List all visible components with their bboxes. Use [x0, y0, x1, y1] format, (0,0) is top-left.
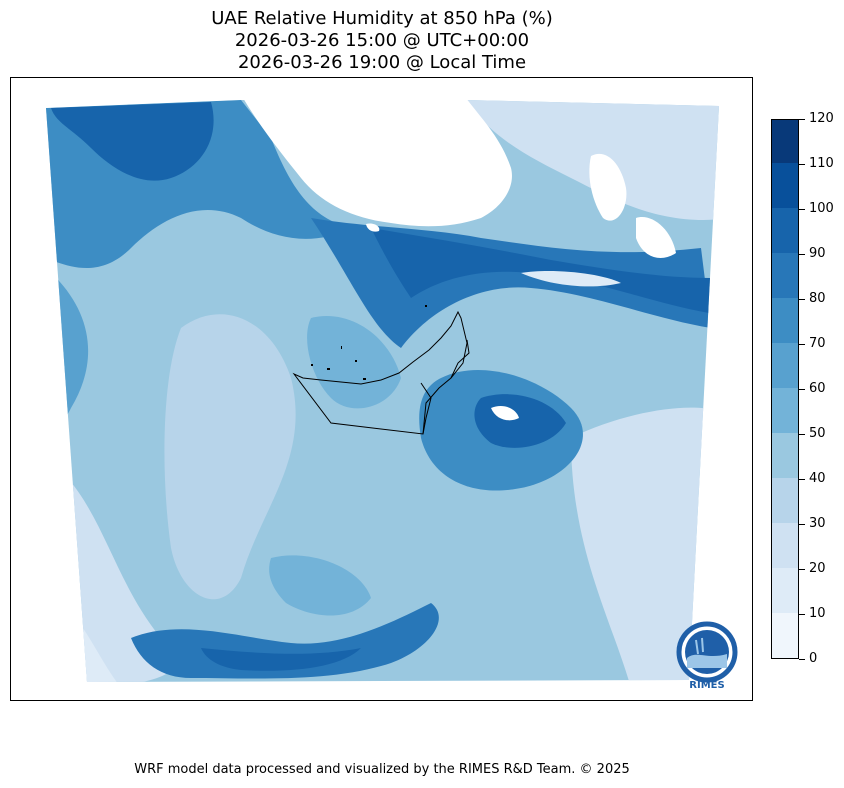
colorbar-segment [772, 433, 798, 478]
contour-dry-streak [521, 271, 621, 287]
chart-title-utc-time: 2026-03-26 15:00 @ UTC+00:00 [234, 30, 530, 51]
map-panel [10, 77, 753, 701]
colorbar-tick-label: 40 [809, 471, 826, 486]
no-data-patch-3 [491, 406, 519, 421]
colorbar-tick-label: 10 [809, 606, 826, 621]
colorbar-tick-label: 60 [809, 381, 826, 396]
contour-mid-central [307, 316, 401, 409]
chart-title-line1: UAE Relative Humidity at 850 hPa (%) [211, 8, 553, 29]
colorbar-tick [799, 569, 805, 570]
colorbar-tick-label: 90 [809, 246, 826, 261]
colorbar-tick-label: 100 [809, 201, 834, 216]
contour-high-south-band [131, 603, 439, 679]
contour-max-northwest [51, 102, 214, 181]
chart-title-local-time: 2026-03-26 19:00 @ Local Time [237, 52, 527, 73]
colorbar-segment [772, 163, 798, 208]
no-data-patch-1 [589, 153, 627, 221]
colorbar-segment [772, 298, 798, 343]
colorbar-tick-label: 80 [809, 291, 826, 306]
colorbar [771, 119, 799, 659]
rimes-logo: RIMES [672, 620, 742, 691]
no-data-area-north [243, 98, 512, 227]
humidity-map [46, 98, 719, 682]
no-data-patch-2 [636, 217, 676, 258]
colorbar-segment [772, 388, 798, 433]
colorbar-tick [799, 389, 805, 390]
colorbar-segment [772, 253, 798, 298]
colorbar-segment [772, 208, 798, 253]
no-data-patch-4 [366, 223, 380, 232]
uae-islands [311, 305, 427, 380]
colorbar-tick [799, 434, 805, 435]
contour-max-south-band [201, 648, 361, 671]
uae-boundary [292, 310, 470, 435]
colorbar-tick [799, 524, 805, 525]
colorbar-tick [799, 299, 805, 300]
colorbar-segment [772, 478, 798, 523]
colorbar-tick [799, 254, 805, 255]
colorbar-tick-label: 120 [809, 111, 834, 126]
colorbar-tick-label: 70 [809, 336, 826, 351]
contour-mid-south [269, 555, 371, 616]
colorbar-tick [799, 164, 805, 165]
colorbar-tick [799, 479, 805, 480]
colorbar-tick-label: 50 [809, 426, 826, 441]
colorbar-segment [772, 120, 798, 163]
contour-max-north-band [371, 228, 711, 313]
colorbar-segment [772, 523, 798, 568]
colorbar-segment [772, 613, 798, 658]
colorbar-tick [799, 344, 805, 345]
colorbar-tick-label: 30 [809, 516, 826, 531]
colorbar-tick [799, 119, 805, 120]
colorbar-tick-label: 20 [809, 561, 826, 576]
colorbar-segment [772, 568, 798, 613]
colorbar-tick [799, 659, 805, 660]
colorbar-tick [799, 209, 805, 210]
contour-low-east [571, 407, 719, 682]
footer-credit: WRF model data processed and visualized … [134, 762, 630, 777]
colorbar-tick-label: 110 [809, 156, 834, 171]
contour-light-center [164, 314, 296, 600]
logo-wordmark: RIMES [689, 680, 724, 690]
rimes-logo-icon: RIMES [676, 621, 738, 691]
colorbar-tick [799, 614, 805, 615]
colorbar-segment [772, 343, 798, 388]
colorbar-tick-label: 0 [809, 651, 818, 666]
